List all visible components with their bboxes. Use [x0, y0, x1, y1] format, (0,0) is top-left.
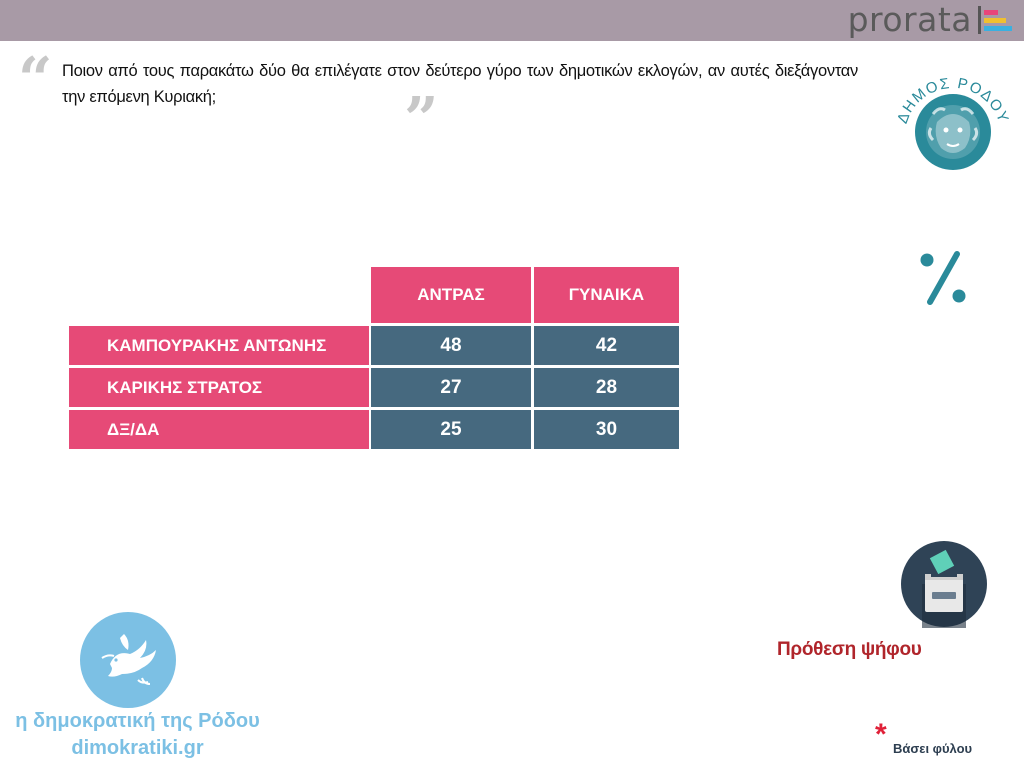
- cell-kampourakis-men: 48: [371, 326, 531, 365]
- vote-intent-label: Πρόθεση ψήφου: [777, 639, 922, 660]
- footnote-text: Βάσει φύλου: [893, 741, 973, 756]
- cell-karikis-men: 27: [371, 368, 531, 407]
- cell-kampourakis-women: 42: [534, 326, 679, 365]
- column-header-men: ΑΝΤΡΑΣ: [371, 267, 531, 323]
- brand-name: prorata: [847, 0, 972, 39]
- percent-icon: [920, 251, 966, 305]
- cell-undecided-men: 25: [371, 410, 531, 449]
- site-url-link[interactable]: dimokratiki.gr: [71, 737, 204, 759]
- open-quote-icon: “: [18, 45, 53, 115]
- dove-logo-icon: [80, 612, 176, 708]
- municipality-seal-logo: ΔΗΜΟΣ ΡΟΔΟΥ: [894, 75, 1011, 170]
- row-label-karikis: ΚΑΡΙΚΗΣ ΣΤΡΑΤΟΣ: [69, 368, 369, 407]
- site-name: η δημοκρατική της Ρόδου: [15, 710, 260, 732]
- top-bar: prorata: [0, 0, 1024, 41]
- row-label-undecided: ΔΞ/ΔΑ: [69, 410, 369, 449]
- row-label-kampourakis: ΚΑΜΠΟΥΡΑΚΗΣ ΑΝΤΩΝΗΣ: [69, 326, 369, 365]
- cell-undecided-women: 30: [534, 410, 679, 449]
- column-header-women: ΓΥΝΑΙΚΑ: [534, 267, 679, 323]
- cell-karikis-women: 28: [534, 368, 679, 407]
- footnote-marker: *: [875, 718, 887, 751]
- brand-logo: prorata: [848, 2, 1012, 38]
- close-quote-icon: ”: [404, 85, 439, 155]
- ballot-box-icon: [901, 541, 987, 628]
- brand-bars-icon: [978, 6, 1012, 34]
- question-text: Ποιον από τους παρακάτω δύο θα επιλέγατε…: [62, 62, 858, 106]
